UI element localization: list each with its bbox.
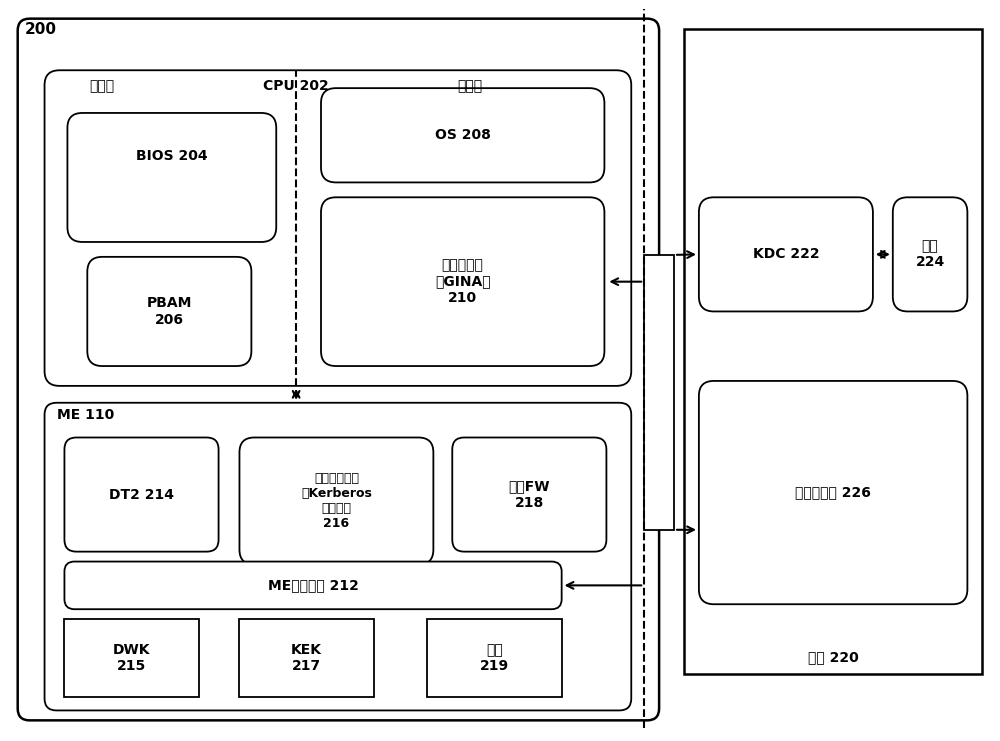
FancyBboxPatch shape: [321, 88, 604, 182]
Text: DT2 214: DT2 214: [109, 488, 174, 502]
Text: 目录
224: 目录 224: [915, 239, 945, 270]
Text: PBAM
206: PBAM 206: [147, 296, 192, 327]
FancyBboxPatch shape: [64, 562, 562, 609]
Text: KEK
217: KEK 217: [291, 642, 322, 673]
Bar: [684, 29, 982, 674]
Bar: [64, 619, 199, 697]
Bar: [239, 619, 374, 697]
FancyBboxPatch shape: [64, 437, 219, 551]
Text: OS 208: OS 208: [435, 128, 491, 142]
Text: 引导后: 引导后: [458, 79, 483, 93]
Text: 其它
219: 其它 219: [480, 642, 509, 673]
Text: 预引导: 预引导: [90, 79, 115, 93]
FancyBboxPatch shape: [321, 197, 604, 366]
Text: 其它FW
218: 其它FW 218: [509, 479, 550, 510]
Text: CPU 202: CPU 202: [263, 79, 329, 93]
Text: ME 110: ME 110: [57, 408, 115, 422]
FancyBboxPatch shape: [45, 403, 631, 711]
Text: DWK
215: DWK 215: [113, 642, 150, 673]
Text: 证书管理器
（GINA）
210: 证书管理器 （GINA） 210: [435, 259, 491, 305]
FancyBboxPatch shape: [452, 437, 606, 551]
Text: 企业服务器 226: 企业服务器 226: [795, 485, 871, 499]
Text: KDC 222: KDC 222: [753, 247, 819, 262]
FancyBboxPatch shape: [239, 437, 433, 565]
Bar: [644, 255, 674, 530]
FancyBboxPatch shape: [699, 381, 967, 604]
FancyBboxPatch shape: [18, 19, 659, 720]
Text: ME公共服务 212: ME公共服务 212: [268, 579, 358, 592]
FancyBboxPatch shape: [45, 70, 631, 386]
Bar: [427, 619, 562, 697]
Text: 200: 200: [25, 21, 57, 36]
FancyBboxPatch shape: [893, 197, 967, 311]
FancyBboxPatch shape: [699, 197, 873, 311]
Text: BIOS 204: BIOS 204: [136, 149, 208, 162]
Text: 企业 220: 企业 220: [808, 650, 859, 664]
FancyBboxPatch shape: [67, 113, 276, 242]
FancyBboxPatch shape: [87, 257, 251, 366]
Text: 公共认证模块
（Kerberos
客户端）
216: 公共认证模块 （Kerberos 客户端） 216: [301, 472, 372, 530]
